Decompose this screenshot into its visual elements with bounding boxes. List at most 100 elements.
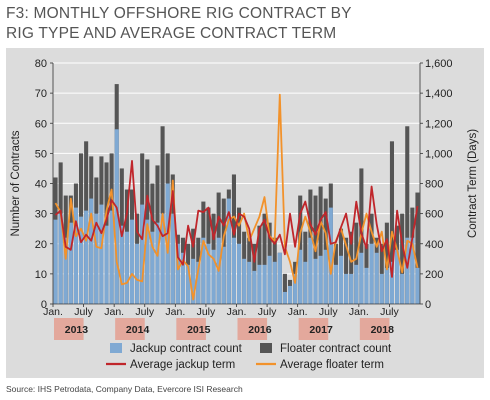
- jackup-bar: [242, 258, 247, 304]
- jackup-bar: [150, 231, 155, 304]
- jackup-bar: [338, 255, 344, 304]
- jackup-bar: [114, 129, 119, 304]
- x-tick-label: July: [380, 306, 399, 318]
- jackup-bar: [53, 219, 58, 304]
- year-band: [54, 318, 84, 340]
- legend-label: Average jackup term: [130, 359, 235, 371]
- jackup-bar: [303, 261, 308, 304]
- chart-title-line-2: RIG TYPE AND AVERAGE CONTRACT TERM: [6, 25, 337, 42]
- year-band: [176, 318, 206, 340]
- year-band: [237, 318, 268, 340]
- y-tick-label-right: 1,200: [425, 118, 453, 130]
- jackup-bar: [287, 285, 293, 304]
- y-tick-label-left: 80: [35, 58, 47, 70]
- jackup-bar: [359, 252, 364, 304]
- jackup-bar: [318, 255, 323, 304]
- y-tick-label-right: 1,600: [425, 58, 453, 70]
- y-tick-label-left: 60: [35, 118, 47, 130]
- jackup-bar: [206, 243, 211, 304]
- jackup-bar: [405, 237, 410, 304]
- jackup-bar: [155, 222, 160, 304]
- legend-label: Jackup contract count: [130, 343, 243, 355]
- year-label: 2014: [126, 324, 150, 336]
- y-tick-label-left: 10: [35, 269, 47, 281]
- jackup-bar: [226, 198, 231, 304]
- jackup-bar: [196, 261, 201, 304]
- jackup-bar: [410, 237, 415, 304]
- x-tick-label: Jan.: [349, 306, 369, 318]
- jackup-bar: [344, 273, 349, 304]
- year-label: 2016: [248, 324, 272, 336]
- jackup-bar: [349, 273, 354, 304]
- jackup-bar: [135, 243, 140, 304]
- year-label: 2017: [309, 324, 333, 336]
- jackup-bar: [186, 264, 191, 304]
- jackup-term-line: [54, 160, 419, 278]
- floater-bar: [400, 213, 405, 304]
- jackup-bar: [333, 264, 338, 304]
- y-tick-label-left: 30: [35, 209, 47, 221]
- jackup-bar: [58, 213, 63, 304]
- jackup-bar: [369, 243, 374, 304]
- jackup-bar: [68, 222, 73, 304]
- y-tick-label-right: 1,400: [425, 88, 453, 100]
- y-axis-title-right: Contract Term (Days): [467, 129, 479, 238]
- floater-bar: [344, 237, 349, 304]
- jackup-bar: [277, 252, 282, 304]
- legend-swatch: [260, 343, 272, 353]
- jackup-bar: [400, 273, 405, 304]
- year-label: 2015: [187, 324, 211, 336]
- jackup-bar: [140, 204, 145, 304]
- legend-swatch: [110, 343, 122, 353]
- jackup-bar: [237, 243, 242, 304]
- jackup-bar: [262, 264, 267, 304]
- jackup-bar: [211, 249, 216, 304]
- jackup-bar: [160, 213, 165, 304]
- jackup-bar: [313, 258, 318, 304]
- term-lines: [54, 93, 419, 301]
- year-band: [298, 318, 329, 340]
- y-tick-label-left: 20: [35, 239, 47, 251]
- floater-bar: [349, 231, 354, 304]
- jackup-bar: [293, 273, 298, 304]
- jackup-bar: [252, 270, 257, 304]
- jackup-bar: [364, 267, 369, 304]
- jackup-bar: [119, 225, 124, 304]
- jackup-bar: [272, 261, 277, 304]
- x-tick-label: Jan.: [288, 306, 308, 318]
- y-tick-label-left: 70: [35, 88, 47, 100]
- x-tick-label: Jan.: [165, 306, 185, 318]
- x-tick-label: Jan.: [104, 306, 124, 318]
- jackup-bar: [328, 207, 333, 304]
- x-tick-label: Jan.: [227, 306, 247, 318]
- jackup-bar: [94, 213, 99, 304]
- chart-title-line-1: F3: MONTHLY OFFSHORE RIG CONTRACT BY: [6, 5, 352, 22]
- jackup-bar: [63, 237, 68, 304]
- jackup-bar: [308, 237, 313, 304]
- floater-bar: [405, 126, 410, 304]
- jackup-bar: [145, 219, 150, 304]
- year-label: 2018: [371, 324, 395, 336]
- floater-bar: [415, 192, 420, 304]
- floater-bar: [282, 273, 287, 304]
- jackup-bar: [389, 261, 395, 304]
- jackup-bar: [247, 261, 252, 304]
- chart-panel: 2013 2014 2015 2016 2017 2018 0 10 20 30 40 50 60 70…: [6, 48, 484, 378]
- jackup-bar: [231, 237, 236, 304]
- jackup-bar: [191, 258, 196, 304]
- legend-label: Average floater term: [280, 359, 384, 371]
- x-tick-label: July: [135, 306, 154, 318]
- legend: Jackup contract count Floater contract co…: [106, 343, 392, 371]
- jackup-bar: [180, 252, 186, 304]
- y-tick-label-right: 0: [425, 299, 431, 311]
- year-band: [359, 318, 390, 340]
- y-tick-label-right: 400: [425, 239, 443, 251]
- x-tick-label: July: [74, 306, 93, 318]
- jackup-bar: [201, 237, 206, 304]
- floater-bar: [354, 222, 359, 304]
- jackup-bar: [267, 255, 272, 304]
- x-tick-label: July: [197, 306, 216, 318]
- y-tick-label-left: 40: [35, 179, 47, 191]
- source-note: Source: IHS Petrodata, Company Data, Eve…: [6, 384, 243, 394]
- y-tick-label-left: 50: [35, 148, 47, 160]
